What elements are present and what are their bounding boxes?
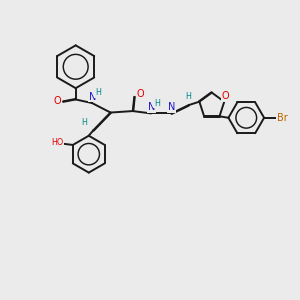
- Text: N: N: [168, 102, 175, 112]
- Text: O: O: [53, 96, 61, 106]
- Text: O: O: [137, 89, 145, 99]
- Text: H: H: [154, 99, 160, 108]
- Text: N: N: [89, 92, 96, 101]
- Text: H: H: [81, 118, 87, 127]
- Text: Br: Br: [277, 113, 288, 123]
- Text: N: N: [148, 102, 155, 112]
- Text: HO: HO: [51, 138, 64, 147]
- Text: O: O: [222, 91, 230, 101]
- Text: H: H: [185, 92, 191, 101]
- Text: H: H: [95, 88, 100, 98]
